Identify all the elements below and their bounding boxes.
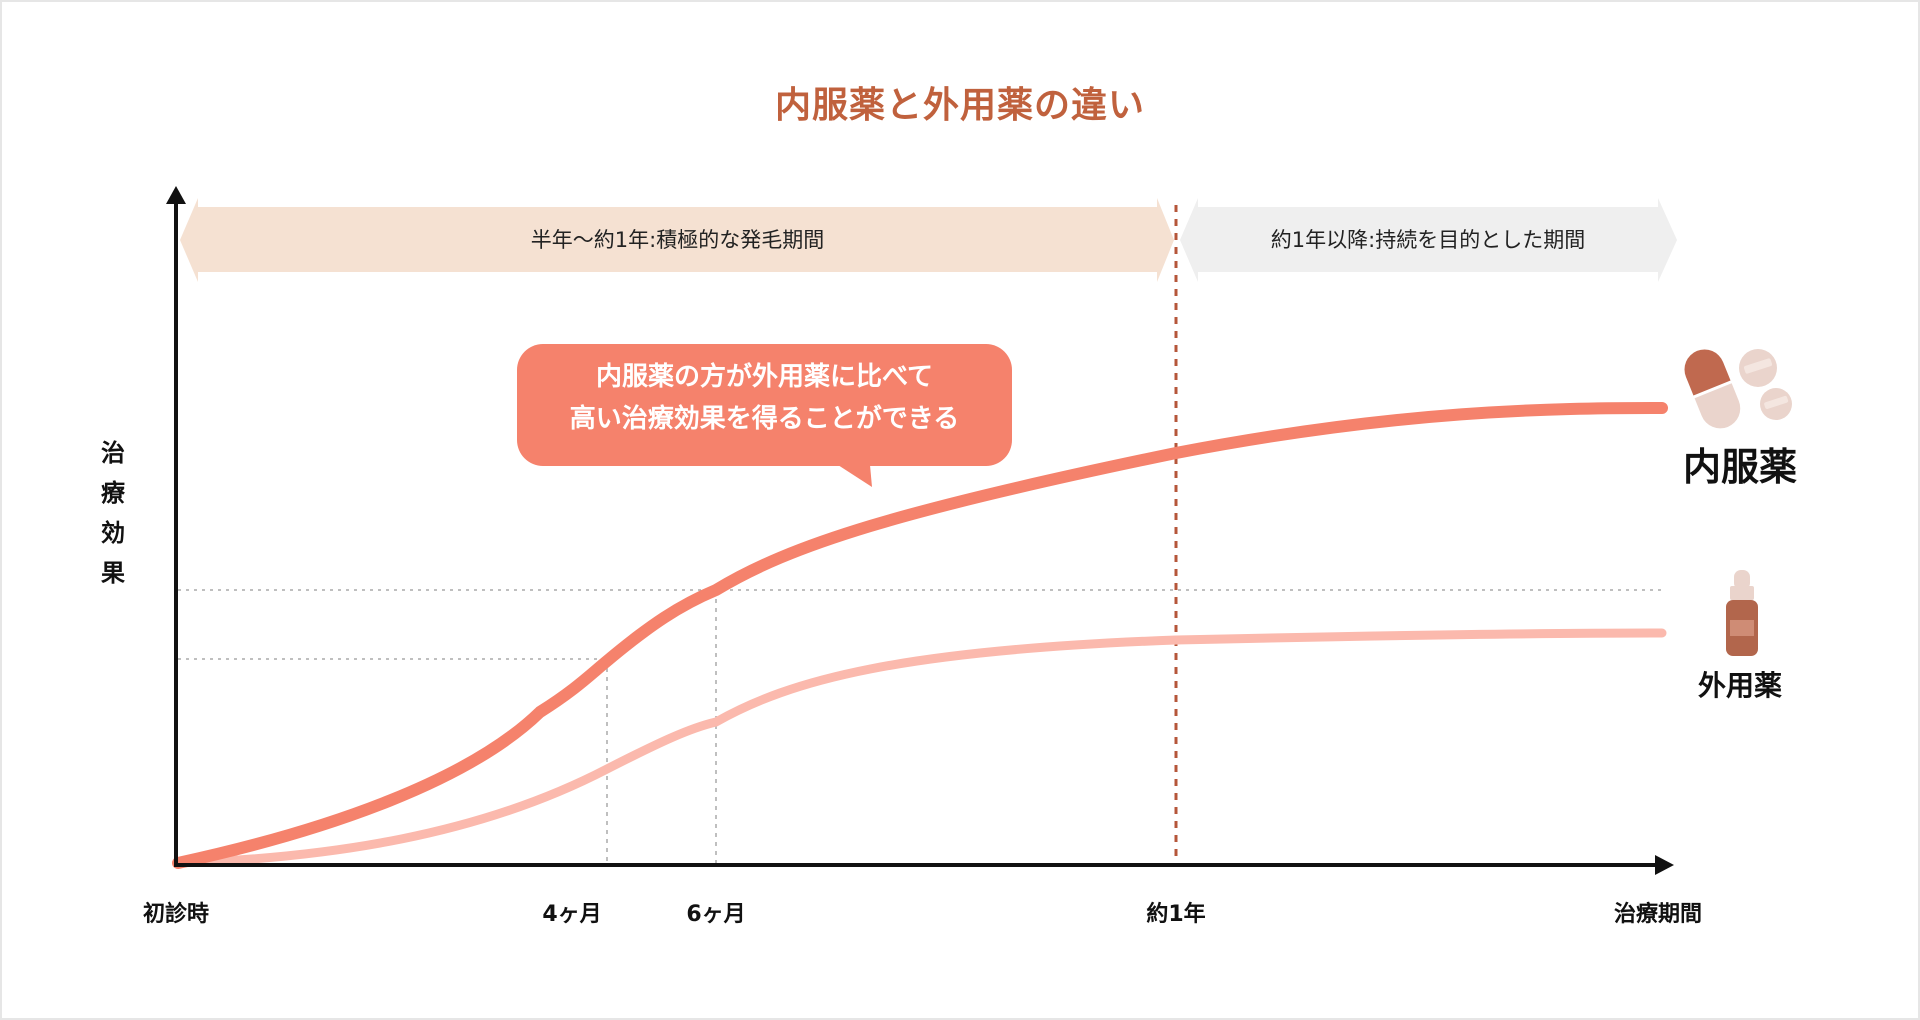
- callout-line-2: 高い治療効果を得ることができる: [569, 404, 960, 434]
- oral-curve: [172, 402, 1668, 869]
- callout-text: 内服薬の方が外用薬に比べて 高い治療効果を得ることができる: [517, 356, 1012, 440]
- pill-capsule-icon: [1684, 349, 1741, 429]
- x-axis-arrow-icon: [1655, 855, 1674, 875]
- y-axis-label-char: 治: [101, 439, 125, 467]
- y-axis-label: 治 療 効 果: [98, 433, 128, 593]
- legend-topical-label: 外用薬: [1697, 669, 1782, 702]
- dropper-bottle-icon: [1726, 570, 1758, 656]
- x-tick-start: 初診時: [142, 902, 210, 927]
- phase-banner-active: [180, 198, 1174, 282]
- y-axis-label-char: 効: [101, 519, 125, 547]
- legend-oral-label: 内服薬: [1682, 445, 1797, 489]
- callout-bubble: [517, 344, 1012, 487]
- x-tick-1year: 約1年: [1146, 902, 1206, 927]
- x-tick-4month: 4ヶ月: [542, 902, 602, 927]
- topical-curve: [173, 628, 1667, 868]
- y-axis-arrow-icon: [166, 186, 186, 204]
- x-axis-label: 治療期間: [1613, 902, 1703, 927]
- pill-tablet-icon: [1739, 349, 1792, 420]
- phase-label-active: 半年〜約1年:積極的な発毛期間: [530, 228, 825, 252]
- y-axis-label-char: 果: [101, 559, 125, 587]
- callout-line-1: 内服薬の方が外用薬に比べて: [596, 362, 933, 392]
- diagram-title: 内服薬と外用薬の違い: [774, 85, 1145, 126]
- x-tick-6month: 6ヶ月: [686, 902, 746, 927]
- y-axis-label-char: 療: [101, 479, 125, 507]
- phase-banner-maintenance: [1180, 198, 1677, 282]
- phase-label-maintenance: 約1年以降:持続を目的とした期間: [1270, 228, 1586, 252]
